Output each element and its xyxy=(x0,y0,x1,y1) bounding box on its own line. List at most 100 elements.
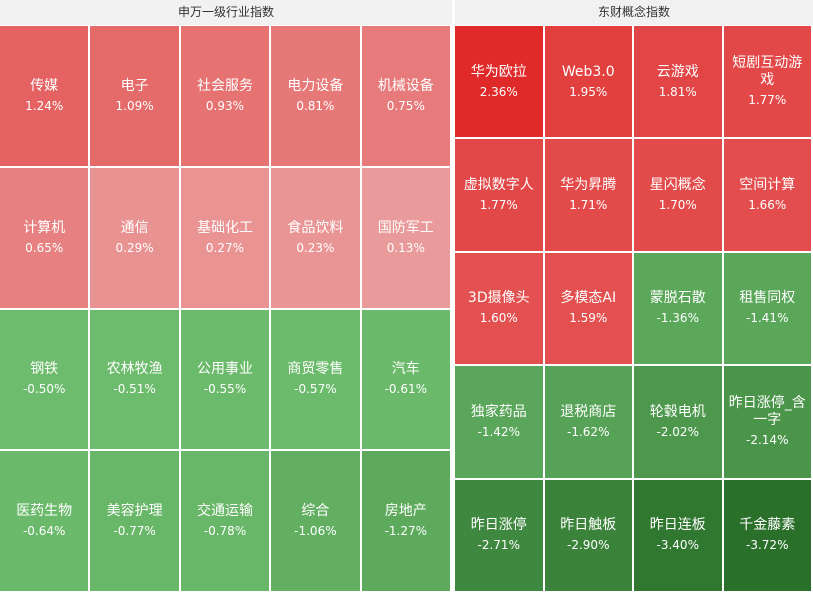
heatmap-tile[interactable]: 蒙脱石散 -1.36% xyxy=(634,252,724,367)
heatmap-tile[interactable]: 华为昇腾 1.71% xyxy=(544,139,634,253)
tile-name: 空间计算 xyxy=(739,177,796,194)
tile-change: -1.06% xyxy=(294,524,337,539)
tile-name: Web3.0 xyxy=(561,63,615,80)
tile-change: -1.36% xyxy=(656,311,699,326)
tile-change: 0.93% xyxy=(205,98,245,113)
heatmap-tile[interactable]: 短剧互动游戏 1.77% xyxy=(723,26,813,140)
tile-name: 昨日涨停 xyxy=(470,517,527,534)
heatmap-tile[interactable]: 医药生物 -0.64% xyxy=(0,451,91,593)
heatmap-tile[interactable]: 商贸零售 -0.57% xyxy=(271,309,362,452)
tile-name: 蒙脱石散 xyxy=(649,290,706,307)
tile-change: -0.57% xyxy=(294,382,337,397)
tile-change: 0.81% xyxy=(296,98,335,113)
tile-name: 美容护理 xyxy=(106,503,163,520)
tile-change: 0.13% xyxy=(386,240,425,255)
heatmap-tile[interactable]: 综合 -1.06% xyxy=(271,451,362,593)
tile-change: -1.27% xyxy=(384,524,428,539)
heatmap-tile[interactable]: 昨日涨停_含一字 -2.14% xyxy=(723,366,813,480)
tile-change: 2.36% xyxy=(479,84,518,99)
tile-name: 汽车 xyxy=(391,361,420,378)
tile-name: 电子 xyxy=(120,77,149,94)
tile-change: 0.65% xyxy=(25,240,64,255)
em-concept-title: 东财概念指数 xyxy=(455,0,813,25)
tile-change: -2.02% xyxy=(656,424,699,439)
tile-name: 社会服务 xyxy=(196,77,253,94)
heatmap-tile[interactable]: 星闪概念 1.70% xyxy=(634,139,724,253)
heatmap-tile[interactable]: 昨日涨停 -2.71% xyxy=(455,479,545,593)
tile-change: 1.60% xyxy=(479,311,518,326)
tile-change: 0.75% xyxy=(386,98,425,113)
heatmap-tile[interactable]: 房地产 -1.27% xyxy=(361,451,452,593)
heatmap-tile[interactable]: 基础化工 0.27% xyxy=(180,167,272,310)
tile-change: 1.95% xyxy=(569,84,608,99)
heatmap-tile[interactable]: 通信 0.29% xyxy=(90,167,181,310)
sw-industry-title: 申万一级行业指数 xyxy=(0,0,452,25)
heatmap-tile[interactable]: 3D摄像头 1.60% xyxy=(455,252,545,367)
heatmap-tile[interactable]: 退税商店 -1.62% xyxy=(544,366,634,480)
heatmap-tile[interactable]: 租售同权 -1.41% xyxy=(723,252,813,367)
tile-change: -0.77% xyxy=(113,524,156,539)
tile-change: -2.71% xyxy=(477,538,520,553)
heatmap-tile[interactable]: 汽车 -0.61% xyxy=(361,309,452,452)
heatmap-tile[interactable]: 电力设备 0.81% xyxy=(271,26,362,168)
tile-change: -3.40% xyxy=(656,538,699,553)
tile-change: 1.24% xyxy=(25,98,64,113)
heatmap-tile[interactable]: 国防军工 0.13% xyxy=(361,167,452,310)
heatmap-tile[interactable]: 云游戏 1.81% xyxy=(634,26,724,140)
heatmap-tile[interactable]: 机械设备 0.75% xyxy=(361,26,452,168)
heatmap-tile[interactable]: 社会服务 0.93% xyxy=(180,26,272,168)
tile-name: 租售同权 xyxy=(739,290,796,307)
tile-change: 1.81% xyxy=(658,84,697,99)
tile-name: 轮毂电机 xyxy=(649,403,706,420)
heatmap-tile[interactable]: 计算机 0.65% xyxy=(0,167,91,310)
heatmap-tile[interactable]: 农林牧渔 -0.51% xyxy=(90,309,181,452)
tile-change: -0.55% xyxy=(203,382,247,397)
heatmap-tile[interactable]: 华为欧拉 2.36% xyxy=(455,26,545,140)
tile-change: -2.90% xyxy=(567,538,610,553)
tile-name: 华为昇腾 xyxy=(560,177,617,194)
heatmap-tile[interactable]: 轮毂电机 -2.02% xyxy=(634,366,724,480)
tile-name: 昨日连板 xyxy=(649,517,706,534)
tile-change: 0.27% xyxy=(205,240,245,255)
tile-name: 虚拟数字人 xyxy=(463,177,534,194)
tile-name: 传媒 xyxy=(30,77,59,94)
heatmap-tile[interactable]: 虚拟数字人 1.77% xyxy=(455,139,545,253)
tile-name: 通信 xyxy=(120,219,149,236)
tile-name: 3D摄像头 xyxy=(467,290,530,307)
tile-name: 昨日涨停_含一字 xyxy=(728,395,806,429)
tile-change: -3.72% xyxy=(746,538,789,553)
heatmap-tile[interactable]: 食品饮料 0.23% xyxy=(271,167,362,310)
sw-industry-heatmap: 传媒 1.24% 电子 1.09% 社会服务 0.93% 电力设备 0.81% 机械设备 0.75… xyxy=(0,26,452,593)
heatmap-tile[interactable]: 昨日连板 -3.40% xyxy=(634,479,724,593)
tile-name: 商贸零售 xyxy=(287,361,344,378)
tile-change: -0.64% xyxy=(22,524,66,539)
heatmap-tile[interactable]: Web3.0 1.95% xyxy=(544,26,634,140)
heatmap-tile[interactable]: 交通运输 -0.78% xyxy=(180,451,272,593)
tile-name: 综合 xyxy=(301,503,330,520)
tile-name: 农林牧渔 xyxy=(106,361,163,378)
tile-change: 1.09% xyxy=(115,98,154,113)
heatmap-tile[interactable]: 千金藤素 -3.72% xyxy=(723,479,813,593)
tile-change: -0.78% xyxy=(203,524,247,539)
heatmap-tile[interactable]: 传媒 1.24% xyxy=(0,26,91,168)
heatmap-tile[interactable]: 独家药品 -1.42% xyxy=(455,366,545,480)
tile-change: -1.41% xyxy=(746,311,789,326)
tile-change: -1.62% xyxy=(567,424,610,439)
tile-name: 交通运输 xyxy=(196,503,253,520)
heatmap-tile[interactable]: 电子 1.09% xyxy=(90,26,181,168)
tile-change: 1.70% xyxy=(658,198,697,213)
tile-name: 食品饮料 xyxy=(287,219,344,236)
heatmap-tile[interactable]: 美容护理 -0.77% xyxy=(90,451,181,593)
heatmap-tile[interactable]: 多模态AI 1.59% xyxy=(544,252,634,367)
heatmap-tile[interactable]: 钢铁 -0.50% xyxy=(0,309,91,452)
tile-change: -1.42% xyxy=(477,424,520,439)
heatmap-tile[interactable]: 空间计算 1.66% xyxy=(723,139,813,253)
heatmap-tile[interactable]: 昨日触板 -2.90% xyxy=(544,479,634,593)
tile-name: 千金藤素 xyxy=(739,517,796,534)
tile-change: -2.14% xyxy=(746,433,789,448)
tile-name: 电力设备 xyxy=(287,77,344,94)
tile-change: 1.77% xyxy=(748,93,787,108)
tile-name: 公用事业 xyxy=(196,361,253,378)
tile-name: 退税商店 xyxy=(560,403,617,420)
heatmap-tile[interactable]: 公用事业 -0.55% xyxy=(180,309,272,452)
